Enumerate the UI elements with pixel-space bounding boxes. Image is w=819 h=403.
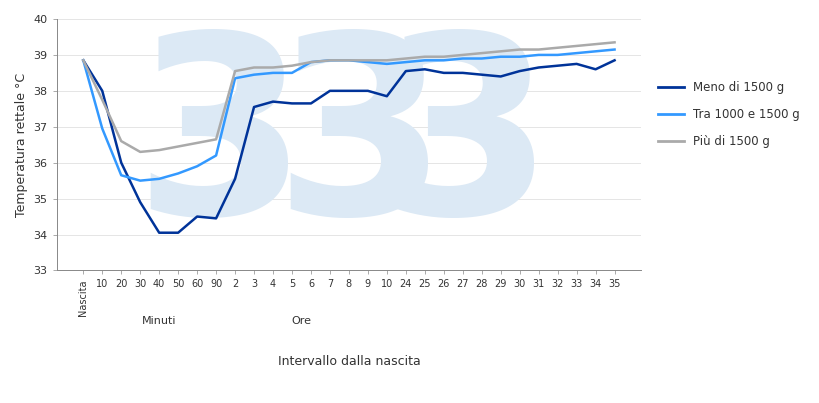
Text: 3: 3 [133,24,307,266]
X-axis label: Intervallo dalla nascita: Intervallo dalla nascita [277,355,420,368]
Text: 3: 3 [378,24,552,266]
Text: 3: 3 [274,24,447,266]
Y-axis label: Temperatura rettale °C: Temperatura rettale °C [15,73,28,217]
Text: Minuti: Minuti [142,316,176,326]
Text: Ore: Ore [291,316,311,326]
Legend: Meno di 1500 g, Tra 1000 e 1500 g, Più di 1500 g: Meno di 1500 g, Tra 1000 e 1500 g, Più d… [652,76,803,153]
